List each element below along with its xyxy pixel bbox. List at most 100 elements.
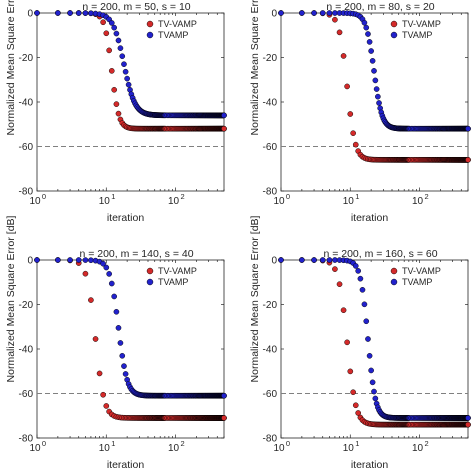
data-point: [347, 111, 354, 117]
x-tick-exponent: 2: [424, 192, 428, 201]
x-tick-label: 10: [343, 196, 355, 207]
y-tick-label: -60: [19, 142, 34, 153]
x-tick-exponent: 2: [424, 439, 428, 448]
data-point: [75, 257, 82, 263]
data-point: [373, 86, 380, 92]
data-point: [122, 371, 129, 377]
series-tvamp: [278, 257, 471, 421]
legend-box: [141, 263, 215, 289]
y-tick-label: 0: [27, 256, 33, 267]
data-point: [34, 10, 40, 16]
data-point: [122, 68, 129, 75]
y-tick-label: 0: [271, 256, 277, 267]
legend-marker: [146, 20, 154, 28]
x-tick-label: 10: [168, 443, 180, 454]
legend-marker: [146, 278, 154, 286]
data-point: [352, 402, 359, 409]
data-point: [108, 280, 115, 287]
data-point: [372, 77, 379, 84]
x-axis-label: iteration: [351, 459, 389, 471]
legend-entry: TVAMP: [402, 30, 432, 40]
data-point: [113, 101, 120, 107]
x-tick-exponent: 1: [111, 439, 115, 448]
data-point: [121, 61, 127, 67]
data-point: [103, 403, 110, 409]
series-tv-vamp: [278, 257, 471, 428]
data-point: [124, 75, 130, 82]
y-tick-label: 0: [271, 9, 277, 20]
x-tick-label: 10: [168, 196, 180, 207]
data-point: [332, 266, 338, 272]
data-point: [350, 389, 356, 396]
x-tick-label: 10: [412, 443, 424, 454]
y-tick-label: -60: [19, 389, 34, 400]
data-point: [106, 271, 112, 277]
data-point: [340, 53, 347, 59]
y-tick-label: -20: [19, 300, 34, 311]
legend-marker: [390, 278, 398, 286]
data-point: [111, 86, 118, 93]
data-point: [299, 10, 305, 16]
panel-title: n = 200, m = 50, s = 10: [82, 1, 190, 13]
legend-entry: TV-VAMP: [402, 19, 441, 29]
data-point: [221, 125, 227, 132]
data-point: [55, 10, 61, 16]
data-point: [366, 352, 373, 359]
data-point: [361, 301, 368, 308]
data-point: [117, 340, 124, 346]
data-point: [115, 110, 122, 117]
series-tv-vamp: [278, 10, 471, 163]
data-point: [96, 370, 103, 377]
data-point: [299, 257, 305, 263]
data-point: [319, 10, 326, 16]
data-point: [100, 391, 106, 398]
plot-area: [36, 259, 225, 439]
panel-title: n = 200, m = 140, s = 40: [79, 248, 193, 260]
data-point: [113, 308, 120, 315]
x-tick-exponent: 0: [42, 192, 46, 201]
data-point: [119, 53, 126, 60]
y-axis-label: Normalized Mean Square Error [dB]: [5, 215, 17, 382]
data-point: [103, 264, 110, 271]
data-point: [375, 93, 381, 100]
series-tvamp: [34, 257, 227, 399]
data-point: [221, 112, 227, 119]
legend-entry: TVAMP: [158, 30, 188, 40]
y-tick-label: -80: [263, 187, 278, 198]
x-tick-exponent: 0: [286, 439, 290, 448]
x-tick-exponent: 1: [355, 439, 359, 448]
data-point: [75, 10, 82, 16]
legend-entry: TVAMP: [158, 277, 188, 287]
data-point: [82, 257, 89, 263]
legend-entry: TVAMP: [402, 277, 432, 287]
data-point: [352, 263, 359, 269]
x-tick-exponent: 0: [42, 439, 46, 448]
data-point: [88, 297, 94, 303]
data-point: [221, 392, 227, 399]
x-tick-exponent: 2: [180, 192, 184, 201]
data-point: [372, 395, 379, 402]
data-point: [82, 10, 89, 16]
data-point: [92, 336, 99, 342]
legend-entry: TV-VAMP: [402, 266, 441, 276]
data-point: [371, 388, 377, 395]
data-point: [311, 10, 317, 16]
series-tv-vamp: [34, 257, 227, 421]
data-point: [357, 275, 364, 282]
data-point: [350, 130, 356, 136]
y-tick-label: -40: [263, 98, 278, 109]
data-point: [368, 48, 374, 54]
data-point: [344, 339, 350, 346]
legend-entry: TV-VAMP: [158, 266, 197, 276]
data-point: [355, 410, 362, 416]
x-tick-label: 10: [412, 196, 424, 207]
data-point: [100, 19, 106, 26]
plot-area: [36, 12, 225, 192]
